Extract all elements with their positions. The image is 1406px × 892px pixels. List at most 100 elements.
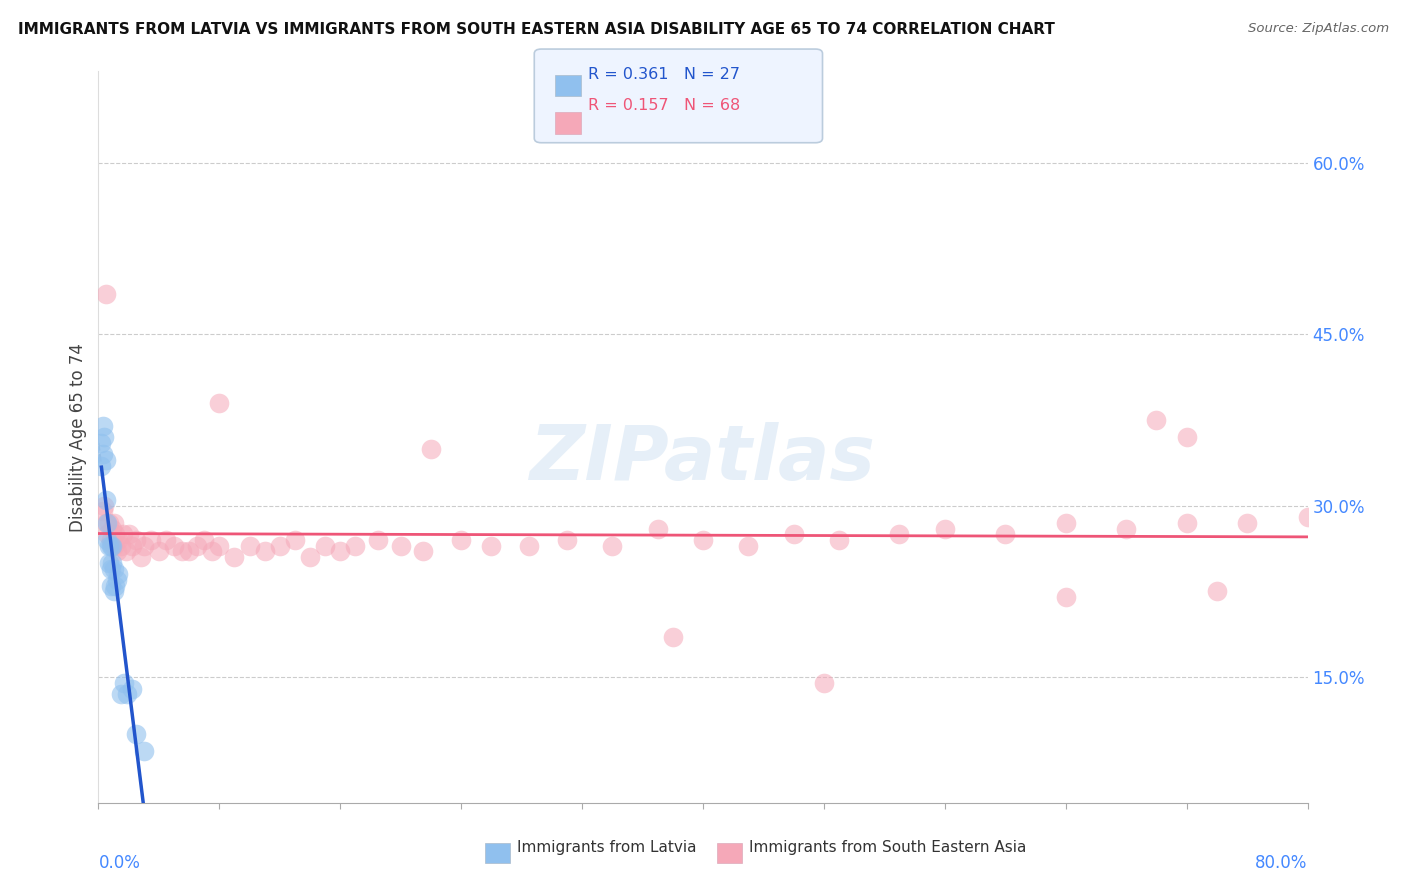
Point [517,539,540,553]
Point [103,561,125,575]
Point [269,539,291,553]
Point [118,527,141,541]
Point [110,687,132,701]
Point [828,533,851,547]
Point [121,539,143,553]
Point [93,430,115,444]
Point [107,567,129,582]
Point [132,539,155,553]
Point [208,539,231,553]
Point [389,539,412,553]
Point [186,539,208,553]
Text: R = 0.361   N = 27: R = 0.361 N = 27 [588,67,740,82]
Point [1175,430,1198,444]
Point [94,516,117,530]
Text: Source: ZipAtlas.com: Source: ZipAtlas.com [1249,22,1389,36]
Text: 80.0%: 80.0% [1256,855,1308,872]
Point [170,544,193,558]
Point [110,539,132,553]
Point [224,550,246,565]
Point [132,744,155,758]
Y-axis label: Disability Age 65 to 74: Disability Age 65 to 74 [69,343,87,532]
Point [129,550,152,565]
Point [813,675,835,690]
Point [104,579,127,593]
Point [148,544,170,558]
Point [208,396,231,410]
Point [114,544,136,558]
Point [104,527,127,541]
Point [94,287,117,301]
Text: Immigrants from Latvia: Immigrants from Latvia [517,840,697,855]
Point [314,539,336,553]
Point [889,527,911,541]
Point [1054,516,1077,530]
Point [994,527,1017,541]
Point [96,527,118,541]
Text: ZIPatlas: ZIPatlas [530,422,876,496]
Point [96,516,118,530]
Point [98,556,121,570]
Point [96,533,118,547]
Point [647,521,669,535]
Point [115,687,138,701]
Text: 0.0%: 0.0% [98,855,141,872]
Point [101,556,124,570]
Point [125,727,148,741]
Point [100,579,122,593]
Point [934,521,956,535]
Point [1206,584,1229,599]
Point [1054,590,1077,604]
Text: R = 0.157   N = 68: R = 0.157 N = 68 [588,98,740,113]
Point [105,573,128,587]
Point [1296,510,1319,524]
Point [141,533,163,547]
Point [100,539,122,553]
Point [1115,521,1137,535]
Point [103,516,125,530]
Point [111,527,134,541]
Point [163,539,186,553]
Point [101,521,124,535]
Point [101,539,124,553]
Point [90,435,112,450]
Point [367,533,389,547]
Point [103,584,125,599]
Point [1236,516,1258,530]
Point [103,539,125,553]
Point [91,447,114,461]
Point [1144,413,1167,427]
Point [91,504,114,518]
Point [155,533,177,547]
Point [450,533,472,547]
Point [98,539,121,553]
Point [692,533,714,547]
Point [98,516,121,530]
Point [783,527,806,541]
Point [93,499,115,513]
Point [125,533,148,547]
Point [91,418,114,433]
Point [481,539,503,553]
Point [329,544,352,558]
Point [90,458,112,473]
Point [105,544,128,558]
Point [121,681,143,696]
Point [94,453,117,467]
Point [284,533,307,547]
Point [201,544,224,558]
Point [412,544,434,558]
Point [344,539,367,553]
Text: Immigrants from South Eastern Asia: Immigrants from South Eastern Asia [749,840,1026,855]
Point [1175,516,1198,530]
Point [253,544,276,558]
Point [100,561,122,575]
Point [299,550,322,565]
Point [193,533,215,547]
Point [602,539,624,553]
Point [239,539,262,553]
Point [100,533,122,547]
Point [112,675,135,690]
Point [737,539,759,553]
Text: IMMIGRANTS FROM LATVIA VS IMMIGRANTS FROM SOUTH EASTERN ASIA DISABILITY AGE 65 T: IMMIGRANTS FROM LATVIA VS IMMIGRANTS FRO… [18,22,1054,37]
